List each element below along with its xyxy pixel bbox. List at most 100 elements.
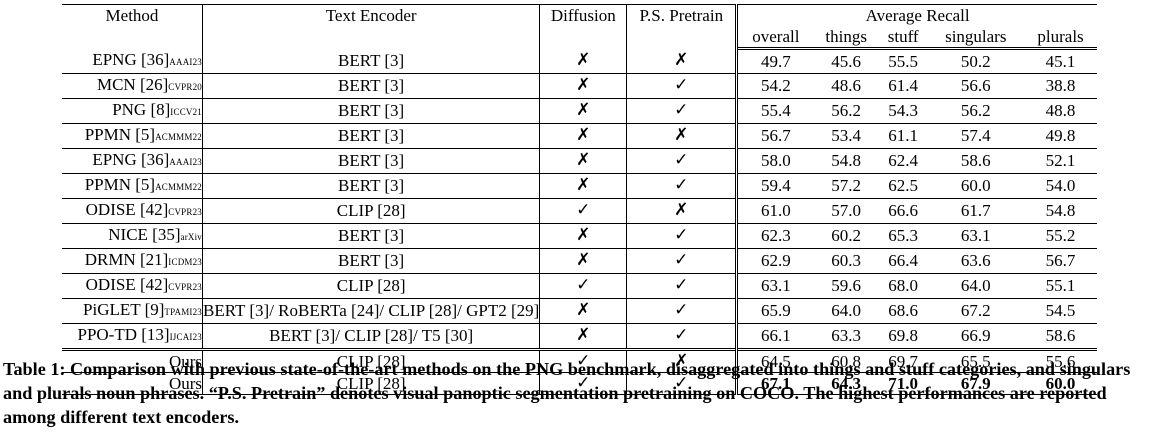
value-things: 64.0 [813,297,879,323]
method-name: EPNG [36] [92,49,170,69]
diffusion-mark: ✗ [539,72,628,98]
value-singulars: 61.7 [927,197,1025,223]
text-encoder-cell: BERT [3] [202,72,541,98]
ps-pretrain-mark: ✓ [626,147,739,173]
method-name: PPO-TD [13] [77,324,170,344]
value-stuff: 54.3 [878,97,928,123]
header-metric-stuff: stuff [878,26,928,50]
ps-pretrain-mark: ✓ [626,272,739,298]
venue-subscript: ACMMM22 [155,131,202,142]
header-metric-plurals: plurals [1024,26,1097,50]
ps-pretrain-mark: ✓ [626,371,739,395]
ours-row: Ours CLIP [28] ✓ ✗ 64.5 60.8 69.7 65.5 55.6 [62,347,1097,372]
text-encoder-cell: BERT [3]/ CLIP [28]/ T5 [30] [202,322,541,349]
header-diffusion: Diffusion [539,4,628,49]
text-encoder-cell: BERT [3] [202,247,541,273]
value-stuff: 62.4 [878,147,928,173]
value-plurals: 55.6 [1024,347,1097,372]
header-row-metrics: overall things stuff singulars plurals [62,26,1097,50]
header-metric-singulars: singulars [927,26,1025,50]
header-ps-pretrain: P.S. Pretrain [626,4,739,49]
value-plurals: 38.8 [1024,72,1097,98]
table-row: PNG [8]ICCV21 BERT [3] ✗ ✓ 55.4 56.2 54.3 56.2 4… [62,97,1097,123]
diffusion-mark: ✗ [539,147,628,173]
ps-pretrain-mark: ✓ [626,97,739,123]
table-row: PPMN [5]ACMMM22 BERT [3] ✗ ✓ 59.4 57.2 62.5 60.… [62,172,1097,198]
method-cell: PiGLET [9]TPAMI23 [62,297,203,323]
method-cell: MCN [26]CVPR20 [62,72,203,98]
ps-pretrain-mark: ✗ [626,48,739,73]
ps-pretrain-mark: ✓ [626,297,739,323]
value-overall: 59.4 [736,172,814,198]
table-row: PPMN [5]ACMMM22 BERT [3] ✗ ✗ 56.7 53.4 61.1 57.… [62,122,1097,148]
table-row: EPNG [36]AAAI23 BERT [3] ✗ ✓ 58.0 54.8 62.4 58.… [62,147,1097,173]
value-things: 59.6 [813,272,879,298]
value-things: 60.3 [813,247,879,273]
venue-subscript: CVPR23 [168,206,202,217]
value-overall: 65.9 [736,297,814,323]
value-things: 64.3 [813,371,879,395]
diffusion-mark: ✗ [539,247,628,273]
ps-pretrain-mark: ✓ [626,222,739,248]
value-stuff: 66.6 [878,197,928,223]
value-plurals: 54.0 [1024,172,1097,198]
value-stuff: 65.3 [878,222,928,248]
value-overall: 62.3 [736,222,814,248]
value-singulars: 64.0 [927,272,1025,298]
value-singulars: 56.6 [927,72,1025,98]
method-name: ODISE [42] [85,199,169,219]
venue-subscript: ICCV21 [170,106,202,117]
value-singulars: 66.9 [927,322,1025,349]
text-encoder-cell: BERT [3]/ RoBERTa [24]/ CLIP [28]/ GPT2 … [202,297,541,323]
value-things: 57.2 [813,172,879,198]
table-row: DRMN [21]ICDM23 BERT [3] ✗ ✓ 62.9 60.3 66.4 63.… [62,247,1097,273]
header-row-top: Method Text Encoder Diffusion P.S. Pretr… [62,4,1097,49]
value-plurals: 49.8 [1024,122,1097,148]
value-overall: 56.7 [736,122,814,148]
method-name: PNG [8] [112,99,171,119]
value-stuff: 66.4 [878,247,928,273]
value-overall: 55.4 [736,97,814,123]
header-metric-things: things [813,26,879,50]
venue-subscript: AAAI23 [169,156,202,167]
ps-pretrain-mark: ✓ [626,247,739,273]
text-encoder-cell: CLIP [28] [202,371,541,395]
value-overall: 54.2 [736,72,814,98]
value-plurals: 60.0 [1024,371,1097,395]
method-cell: NICE [35]arXiv [62,222,203,248]
diffusion-mark: ✗ [539,97,628,123]
text-encoder-cell: CLIP [28] [202,197,541,223]
value-plurals: 55.1 [1024,272,1097,298]
value-stuff: 71.0 [878,371,928,395]
ps-pretrain-mark: ✓ [626,322,739,349]
method-cell: PNG [8]ICCV21 [62,97,203,123]
venue-subscript: IJCAI23 [169,331,202,342]
value-plurals: 55.2 [1024,222,1097,248]
method-name: DRMN [21] [84,249,169,269]
ps-pretrain-mark: ✓ [626,172,739,198]
value-stuff: 68.0 [878,272,928,298]
table-row: ODISE [42]CVPR23 CLIP [28] ✓ ✓ 63.1 59.6 68.0 6… [62,272,1097,298]
value-stuff: 69.8 [878,322,928,349]
ps-pretrain-mark: ✗ [626,122,739,148]
method-cell: ODISE [42]CVPR23 [62,272,203,298]
text-encoder-cell: BERT [3] [202,172,541,198]
diffusion-mark: ✓ [539,371,628,395]
text-encoder-cell: BERT [3] [202,222,541,248]
diffusion-mark: ✗ [539,322,628,349]
table-caption: Table 1: Comparison with previous state-… [3,359,1131,427]
method-name: ODISE [42] [85,274,169,294]
value-stuff: 55.5 [888,51,919,71]
value-overall: 63.1 [736,272,814,298]
diffusion-mark: ✗ [539,172,628,198]
value-plurals: 52.1 [1024,147,1097,173]
value-singulars: 50.2 [960,51,991,71]
method-cell: ODISE [42]CVPR23 [62,197,203,223]
value-things: 54.8 [813,147,879,173]
table-row: MCN [26]CVPR20 BERT [3] ✗ ✓ 54.2 48.6 61.4 56.6… [62,72,1097,98]
value-stuff: 61.1 [878,122,928,148]
text-encoder-cell: BERT [3] [202,97,541,123]
value-overall: 64.5 [736,347,814,372]
value-things: 48.6 [813,72,879,98]
results-table: Method Text Encoder Diffusion P.S. Pretr… [62,4,1097,395]
